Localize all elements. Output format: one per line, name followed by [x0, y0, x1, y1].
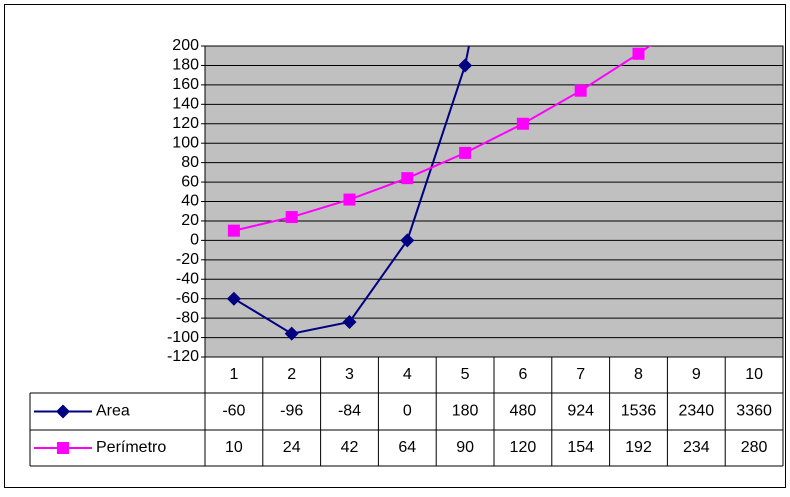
table-value: 42: [341, 439, 359, 456]
series-line: [233, 46, 470, 335]
y-tick-label: -100: [167, 329, 199, 346]
table-value: 64: [398, 439, 416, 456]
table-value: 3360: [736, 403, 772, 420]
table-value: -96: [280, 403, 303, 420]
marker: [401, 172, 414, 185]
legend-label: Area: [96, 403, 130, 420]
y-tick-label: 120: [172, 115, 199, 132]
series-layer: [226, 46, 652, 341]
series-line: [233, 46, 652, 232]
table-value: 24: [283, 439, 301, 456]
table-value: 1536: [621, 403, 657, 420]
table-value: 924: [567, 403, 594, 420]
x-tick-label: 8: [634, 366, 643, 383]
table-value: -60: [222, 403, 245, 420]
y-tick-label: 180: [172, 57, 199, 74]
x-tick-label: 3: [345, 366, 354, 383]
marker: [574, 84, 587, 97]
y-tick-label: -20: [176, 251, 199, 268]
table-value: 234: [683, 439, 710, 456]
x-tick-label: 1: [229, 366, 238, 383]
y-tick-label: 0: [190, 232, 199, 249]
marker: [226, 291, 241, 306]
marker: [400, 233, 415, 248]
table-value: 280: [741, 439, 768, 456]
legend-marker: [57, 442, 69, 454]
x-tick-label: 10: [745, 366, 763, 383]
x-tick-label: 6: [518, 366, 527, 383]
y-tick-label: 40: [181, 193, 199, 210]
y-tick-label: 160: [172, 76, 199, 93]
legend-marker: [56, 404, 70, 419]
y-tick-label: 20: [181, 212, 199, 229]
y-tick-label: -60: [176, 290, 199, 307]
table-value: 192: [625, 439, 652, 456]
marker: [516, 117, 529, 130]
marker: [458, 58, 473, 73]
x-tick-label: 5: [461, 366, 470, 383]
table-value: 0: [403, 403, 412, 420]
table-value: -84: [338, 403, 361, 420]
marker: [342, 315, 357, 330]
y-tick-label: 60: [181, 173, 199, 190]
legend-label: Perímetro: [96, 439, 166, 456]
y-tick-label: -120: [167, 348, 199, 365]
marker: [343, 193, 356, 206]
y-tick-label: 200: [172, 37, 199, 54]
table-value: 180: [452, 403, 479, 420]
marker: [632, 47, 645, 60]
y-tick-label: 140: [172, 96, 199, 113]
marker: [284, 326, 299, 341]
table-value: 480: [510, 403, 537, 420]
y-tick-label: -40: [176, 270, 199, 287]
y-tick-label: 100: [172, 134, 199, 151]
x-tick-label: 9: [692, 366, 701, 383]
marker: [285, 211, 298, 224]
y-tick-label: 80: [181, 154, 199, 171]
x-tick-label: 7: [576, 366, 585, 383]
table-value: 120: [510, 439, 537, 456]
x-tick-label: 4: [403, 366, 412, 383]
x-tick-label: 2: [287, 366, 296, 383]
marker: [459, 146, 472, 159]
table-value: 90: [456, 439, 474, 456]
y-tick-label: -80: [176, 309, 199, 326]
table-value: 154: [567, 439, 594, 456]
table-value: 2340: [679, 403, 715, 420]
table-value: 10: [225, 439, 243, 456]
marker: [227, 224, 240, 237]
